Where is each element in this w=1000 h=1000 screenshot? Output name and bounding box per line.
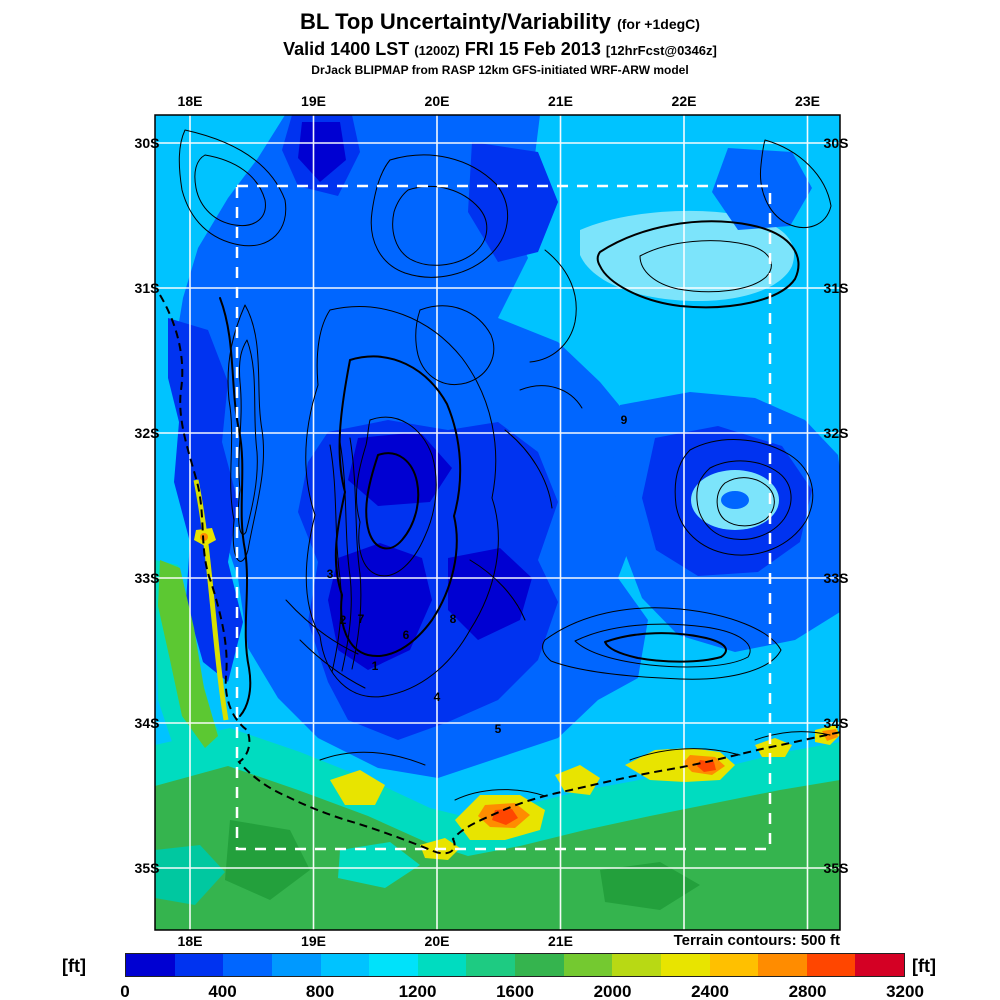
terrain-contour-lines [178,129,832,801]
colorbar-segment [758,954,807,976]
colorbar-segment [855,954,904,976]
colorbar-segment [417,954,467,976]
valid-time: Valid 1400 LST [283,39,410,59]
model-domain-box [235,184,772,851]
valid-zulu-time: (1200Z) [414,43,460,58]
map-content [155,115,840,930]
colorbar-segment [563,954,613,976]
colorbar-segment [806,954,856,976]
valid-date: FRI 15 Feb 2013 [464,39,601,59]
colorbar-segment [320,954,370,976]
colorbar-segment [271,954,321,976]
colorbar-unit-right: [ft] [912,956,936,976]
colorbar-segment [466,954,515,976]
valid-line: Valid 1400 LST (1200Z) FRI 15 Feb 2013 [… [0,38,1000,62]
colorbar-segment [660,954,710,976]
uncertainty-fill-regions [155,115,840,930]
colorbar-segment [126,954,175,976]
header: BL Top Uncertainty/Variability (for +1de… [0,10,1000,78]
colorbar-segment [515,954,564,976]
colorbar-segment [709,954,759,976]
coastline [159,294,840,855]
colorbar-unit-left: [ft] [62,956,86,976]
colorbar-segment [174,954,224,976]
lat-lon-grid-lines [155,115,840,930]
colorbar-segment [612,954,661,976]
colorbar-segment [223,954,272,976]
model-source-line: DrJack BLIPMAP from RASP 12km GFS-initia… [311,63,689,77]
page-title: BL Top Uncertainty/Variability [300,9,611,34]
colorbar [125,953,905,977]
map-frame [154,114,841,931]
forecast-cycle: [12hrFcst@0346z] [605,43,717,58]
colorbar-segment [369,954,418,976]
page-title-suffix: (for +1degC) [617,16,700,32]
title-line: BL Top Uncertainty/Variability (for +1de… [0,10,1000,36]
terrain-contour-note: Terrain contours: 500 ft [673,932,840,949]
